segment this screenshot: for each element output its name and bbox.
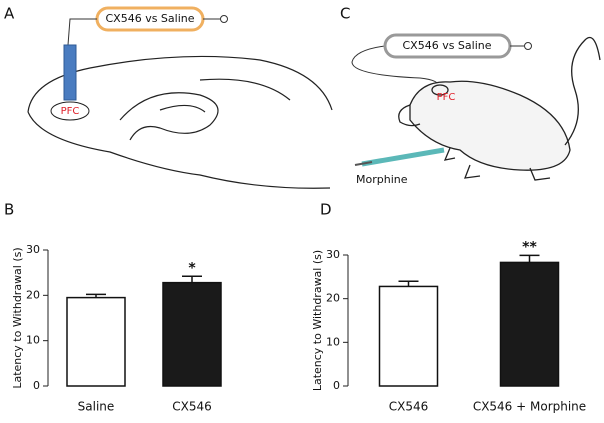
rat-drawing — [398, 36, 601, 181]
y-tick-label: 10 — [26, 334, 40, 347]
y-tick-label: 0 — [333, 379, 340, 392]
injection-label: Morphine — [356, 173, 408, 186]
device-label: CX546 vs Saline — [402, 39, 491, 52]
panel-label: A — [4, 5, 15, 23]
panel-label: B — [4, 201, 14, 219]
significance-label: ** — [522, 239, 537, 255]
y-tick-label: 0 — [33, 379, 40, 392]
y-axis-label: Latency to Withdrawal (s) — [311, 250, 324, 391]
bar — [162, 281, 222, 387]
panel-label: D — [320, 201, 332, 219]
region-label: PFC — [61, 106, 80, 117]
wire — [67, 18, 97, 46]
significance-label: * — [188, 260, 196, 276]
brain-diagram — [27, 55, 333, 189]
connector-end — [220, 15, 228, 23]
x-tick-label: CX546 + Morphine — [473, 400, 586, 414]
y-tick-label: 30 — [26, 243, 40, 256]
y-axis-label: Latency to Withdrawal (s) — [11, 247, 24, 388]
probe — [63, 44, 77, 101]
y-tick-label: 10 — [326, 335, 340, 348]
x-tick-label: Saline — [78, 400, 115, 414]
connector-end — [524, 42, 532, 50]
pfc-region — [50, 101, 90, 121]
y-tick-label: 30 — [326, 248, 340, 261]
x-tick-label: CX546 — [389, 400, 429, 414]
bar — [378, 285, 439, 387]
panel-label: C — [340, 5, 350, 23]
wire — [351, 45, 441, 89]
syringe — [354, 147, 445, 167]
bar — [499, 261, 560, 387]
y-tick-label: 20 — [326, 292, 340, 305]
y-tick-label: 20 — [26, 288, 40, 301]
region-label: PFC — [437, 92, 456, 103]
bar — [66, 296, 126, 387]
x-tick-label: CX546 — [172, 400, 212, 414]
device-label: CX546 vs Saline — [105, 12, 194, 25]
